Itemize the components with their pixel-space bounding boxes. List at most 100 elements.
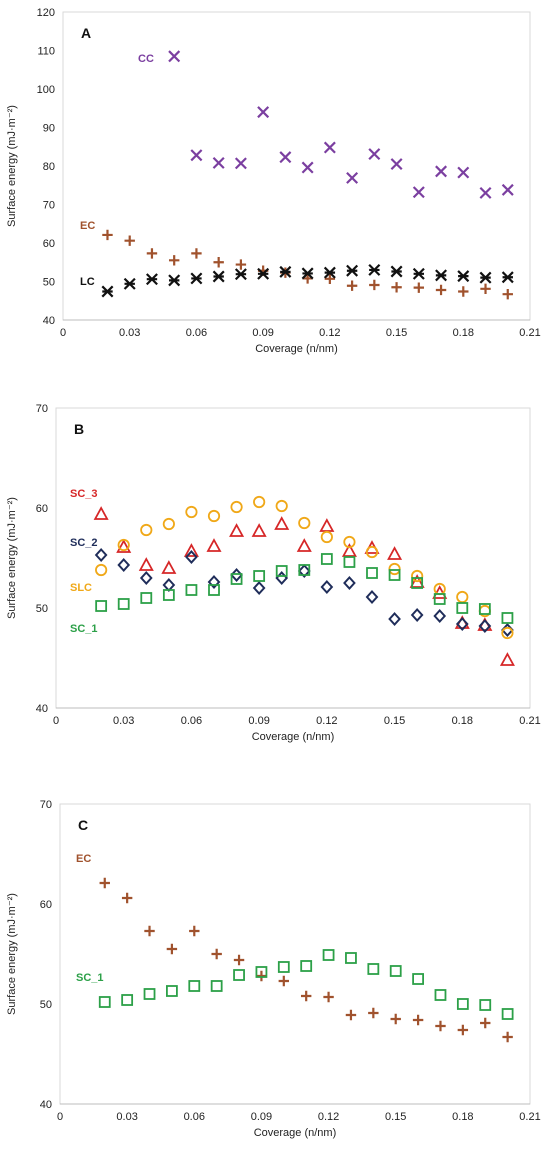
y-tick-label: 70 (40, 799, 52, 811)
data-point (253, 570, 266, 582)
data-point (117, 538, 130, 552)
series-ec: EC (76, 853, 513, 1043)
panel-b: 0 0.03 0.06 0.09 0.12 0.15 0.18 0.21 40 50 60 70 Cov… (6, 403, 541, 743)
x-tick-label: 0.09 (248, 715, 269, 727)
data-point (168, 50, 181, 63)
data-point (298, 516, 311, 530)
x-tick-label: 0.03 (113, 715, 134, 727)
data-point (343, 576, 356, 590)
data-point (369, 279, 380, 291)
data-point (234, 268, 247, 281)
data-point (479, 186, 492, 199)
data-point (501, 1008, 514, 1020)
data-point (457, 270, 470, 283)
series-label: SC_2 (70, 537, 98, 549)
data-point (411, 569, 424, 583)
data-point (213, 257, 224, 268)
data-point (387, 546, 403, 560)
data-point (95, 600, 108, 612)
series-sc-1: SC_1 (76, 949, 514, 1020)
data-point (456, 602, 469, 614)
data-point (185, 505, 198, 519)
data-point (433, 593, 446, 605)
y-tick-label: 50 (43, 277, 55, 289)
data-point (502, 289, 513, 300)
data-point (412, 267, 425, 280)
data-point (162, 578, 176, 592)
data-point (233, 969, 245, 981)
data-point (189, 925, 200, 937)
data-point (411, 577, 424, 589)
y-tick-label: 60 (36, 503, 48, 515)
data-point (455, 617, 469, 631)
data-point (365, 590, 379, 604)
x-tick-label: 0.12 (318, 1111, 339, 1123)
data-point (188, 980, 201, 992)
data-point (257, 267, 270, 280)
data-point (501, 626, 514, 640)
data-point (123, 277, 136, 290)
data-point (389, 965, 402, 977)
data-point (274, 516, 290, 530)
data-point (94, 548, 108, 562)
data-point (320, 553, 333, 565)
x-tick-label: 0 (57, 1111, 63, 1123)
x-tick-label: 0.03 (119, 327, 140, 339)
data-point (207, 509, 221, 523)
series-slc: SLC (70, 495, 514, 640)
data-point (168, 255, 180, 266)
data-point (121, 994, 134, 1006)
x-tick-label: 0 (53, 715, 59, 727)
panel-label: C (78, 817, 88, 833)
data-point (252, 581, 266, 595)
data-point (230, 568, 243, 582)
data-point (323, 991, 334, 1003)
y-tick-label: 100 (37, 84, 55, 96)
y-tick-label: 70 (36, 403, 48, 415)
data-point (139, 571, 153, 585)
x-tick-label: 0.18 (452, 715, 473, 727)
data-point (301, 161, 314, 174)
data-point (166, 943, 178, 955)
x-tick-label: 0.09 (251, 1111, 272, 1123)
data-point (161, 560, 177, 574)
data-point (412, 973, 424, 985)
panel-a: 0 0.03 0.06 0.09 0.12 0.15 0.18 0.21 40 50 60 70 80 9… (6, 7, 541, 355)
data-point (456, 998, 469, 1010)
data-point (368, 263, 381, 276)
series-label: EC (80, 220, 95, 232)
data-point (146, 248, 158, 259)
data-point (501, 612, 514, 624)
data-point (229, 523, 245, 537)
data-point (346, 280, 358, 291)
data-point (388, 562, 401, 576)
data-point (212, 270, 225, 283)
data-point (275, 499, 288, 513)
data-point (145, 273, 158, 286)
x-tick-label: 0.09 (252, 327, 273, 339)
y-tick-label: 110 (37, 46, 55, 58)
data-point (502, 1031, 513, 1043)
data-point (251, 523, 267, 537)
data-point (410, 608, 424, 622)
series-label: SC_1 (76, 972, 104, 984)
x-tick-label: 0.15 (384, 715, 405, 727)
data-point (166, 985, 178, 997)
data-point (275, 565, 288, 577)
data-point (234, 157, 247, 170)
data-point (95, 563, 108, 577)
series-sc-1: SC_1 (70, 553, 514, 635)
y-axis-title: Surface energy (mJ·m⁻²) (6, 497, 18, 619)
data-point (390, 265, 403, 278)
data-point (124, 235, 135, 246)
data-point (341, 543, 357, 557)
data-point (253, 495, 266, 509)
data-point (212, 156, 225, 169)
y-tick-label: 70 (43, 200, 55, 212)
series-label: CC (138, 53, 154, 65)
data-point (345, 952, 357, 964)
data-point (501, 271, 514, 284)
data-point (388, 569, 401, 581)
data-point (346, 171, 359, 184)
